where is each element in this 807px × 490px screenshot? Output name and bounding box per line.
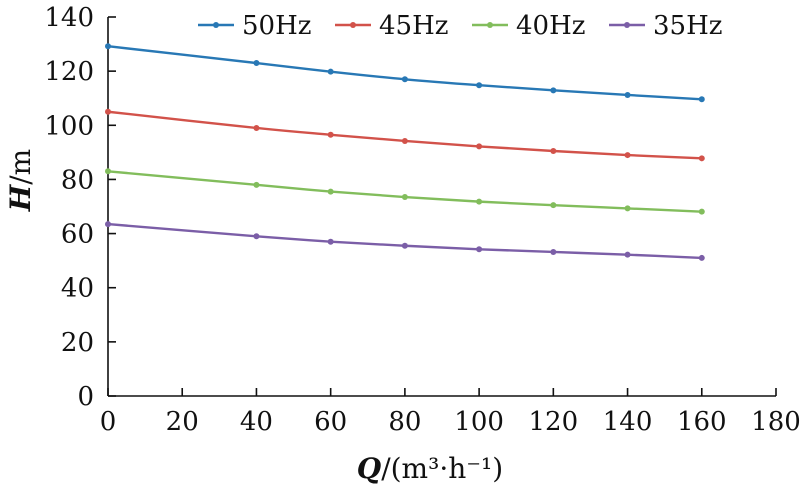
x-tick-label: 80 [388,407,421,437]
series-40Hz [105,168,705,215]
x-axis-variable: Q [357,452,381,485]
data-point [550,202,557,209]
y-tick-label: 120 [44,57,94,87]
legend-marker [624,22,630,28]
y-tick-label: 20 [61,328,94,358]
x-tick-label: 40 [240,407,273,437]
data-point [401,242,408,249]
series-line-40Hz [107,170,702,213]
legend-item-50Hz: 50Hz [198,11,311,41]
x-tick-label: 120 [529,407,579,437]
data-point [105,221,111,228]
data-point [476,143,483,150]
series-35Hz [105,221,705,261]
legend-label: 40Hz [516,11,585,41]
x-axis-ticks: 0 20 40 60 80 100 120 140 160 180 [100,388,801,437]
data-point [253,181,260,188]
legend-label: 35Hz [653,11,722,41]
x-axis-unit: /(m³·h⁻¹) [381,452,503,485]
data-point [253,233,260,240]
y-axis-ticks: 0 20 40 60 80 100 120 140 [44,3,116,412]
data-point [624,152,631,159]
x-axis-title: Q/(m³·h⁻¹) [357,452,503,485]
legend-item-40Hz: 40Hz [472,11,585,41]
data-point [105,168,111,175]
data-point [327,131,334,138]
data-point [624,91,631,98]
data-point [698,96,705,103]
x-tick-label: 180 [751,407,801,437]
data-point [698,155,705,162]
series-50Hz [105,43,705,103]
data-point [401,194,408,201]
series-line-45Hz [107,110,702,160]
y-tick-label: 80 [61,165,94,195]
data-point [476,246,483,253]
data-point [253,60,260,67]
data-point [476,198,483,205]
data-point [624,251,631,258]
data-point [550,248,557,255]
data-point [550,87,557,94]
legend-item-45Hz: 45Hz [335,11,448,41]
y-tick-label: 60 [61,220,94,250]
legend-marker [350,22,356,28]
legend-marker [213,22,219,28]
legend-item-35Hz: 35Hz [609,11,722,41]
y-tick-label: 100 [44,111,94,141]
series-45Hz [105,108,705,162]
data-point [327,238,334,245]
data-point [253,124,260,131]
data-point [550,148,557,155]
data-point [624,205,631,212]
data-point [327,188,334,195]
y-tick-label: 40 [61,274,94,304]
y-axis-title: H/m [4,149,37,212]
x-tick-label: 100 [454,407,504,437]
y-axis-variable: H [4,183,37,212]
x-tick-label: 0 [100,407,117,437]
data-point [476,82,483,89]
data-point [401,137,408,144]
data-point [105,108,111,115]
y-axis-unit: /m [4,149,37,185]
x-tick-label: 60 [314,407,347,437]
legend: 50Hz 45Hz 40Hz 35Hz [198,11,722,41]
series-group [105,43,705,261]
y-tick-label: 140 [44,3,94,33]
series-line-35Hz [107,222,702,260]
legend-label: 50Hz [242,11,311,41]
data-point [698,208,705,215]
x-tick-label: 20 [166,407,199,437]
legend-label: 45Hz [379,11,448,41]
data-point [105,43,111,50]
x-tick-label: 160 [677,407,727,437]
series-line-50Hz [107,45,702,101]
data-point [698,254,705,261]
x-tick-label: 140 [603,407,653,437]
legend-marker [487,22,493,28]
axes [107,17,776,397]
y-tick-label: 0 [77,382,94,412]
data-point [327,68,334,75]
data-point [401,76,408,83]
